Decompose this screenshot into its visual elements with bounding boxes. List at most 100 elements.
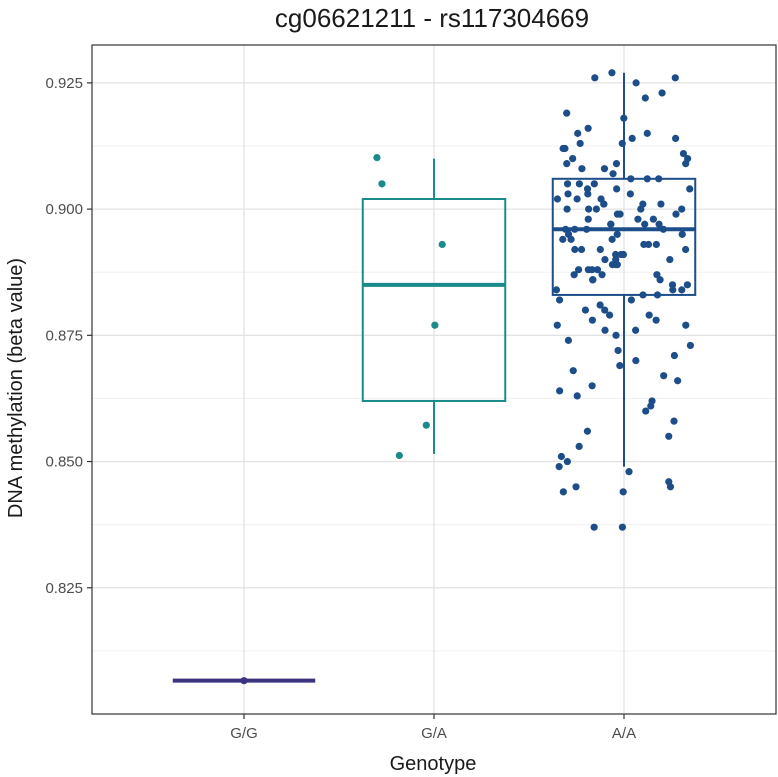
data-point-A/A (612, 250, 620, 259)
data-point-A/A (632, 356, 640, 365)
data-point-A/A (569, 155, 577, 163)
data-point-A/A (666, 483, 675, 491)
data-point-A/A (552, 286, 561, 294)
data-point-A/A (656, 276, 664, 284)
data-point-A/A (645, 311, 653, 319)
data-point-A/A (652, 316, 660, 324)
data-point-A/A (557, 452, 565, 461)
data-point-A/A (588, 276, 597, 284)
data-point-A/A (584, 124, 592, 132)
data-point-A/A (678, 286, 686, 294)
data-point-A/A (640, 240, 648, 249)
data-point-A/A (686, 341, 695, 350)
data-point-G/A (378, 180, 386, 188)
data-point-A/A (564, 190, 572, 198)
data-point-A/A (666, 255, 674, 264)
data-point-A/A (613, 210, 622, 218)
data-point-A/A (671, 134, 680, 143)
data-point-A/A (678, 205, 686, 213)
data-point-A/A (600, 165, 609, 173)
data-point-A/A (647, 402, 655, 410)
y-tick-label: 0.825 (45, 580, 83, 597)
data-point-A/A (561, 144, 569, 153)
data-point-A/A (571, 245, 579, 254)
data-point-A/A (641, 94, 649, 102)
data-point-G/A (431, 321, 439, 329)
data-point-G/A (422, 421, 430, 429)
plot-area: 0.825 0.850 0.875 0.900 0.925 G/G G/A A/A (45, 44, 777, 742)
data-point-G/A (438, 240, 446, 249)
data-point-A/A (590, 180, 598, 188)
y-tick-label: 0.900 (45, 201, 83, 218)
data-point-A/A (616, 362, 624, 370)
data-point-A/A (573, 392, 581, 400)
data-point-A/A (625, 468, 633, 476)
data-point-A/A (628, 134, 636, 143)
data-point-A/A (583, 185, 592, 193)
data-point-A/A (569, 367, 577, 375)
data-point-A/A (581, 306, 590, 314)
data-point-A/A (613, 185, 621, 193)
data-point-A/A (627, 296, 635, 304)
data-point-A/A (574, 266, 583, 274)
data-point-A/A (591, 74, 599, 82)
data-point-A/A (601, 255, 609, 264)
data-point-A/A (686, 185, 694, 193)
data-point-A/A (609, 170, 617, 178)
data-point-A/A (584, 266, 592, 274)
data-point-A/A (574, 129, 582, 137)
data-point-A/A (620, 114, 628, 122)
data-point-A/A (619, 488, 627, 496)
y-axis-title: DNA methylation (beta value) (5, 258, 27, 518)
data-point-A/A (578, 165, 586, 173)
data-point-A/A (655, 175, 663, 183)
data-point-A/A (583, 225, 591, 233)
data-point-A/A (679, 149, 688, 158)
data-point-A/A (577, 245, 586, 254)
data-point-A/A (600, 200, 608, 208)
data-point-A/A (682, 245, 690, 254)
data-point-A/A (570, 271, 578, 279)
data-point-A/A (670, 417, 678, 425)
data-point-A/A (601, 306, 609, 314)
data-point-A/A (659, 225, 667, 233)
data-point-A/A (682, 321, 690, 329)
data-point-A/A (626, 190, 634, 198)
y-tick-label: 0.875 (45, 327, 83, 344)
x-axis-title: Genotype (390, 753, 477, 775)
data-point-A/A (583, 427, 592, 435)
data-point-A/A (563, 180, 572, 188)
data-point-A/A (573, 195, 581, 203)
data-point-A/A (643, 175, 651, 183)
data-point-A/A (605, 311, 614, 319)
x-tick-label-A/A: A/A (612, 725, 636, 742)
box-A/A (551, 177, 697, 296)
data-point-A/A (553, 321, 561, 329)
data-point-A/A (678, 230, 686, 238)
data-point-A/A (634, 215, 642, 223)
data-point-G/A (373, 153, 381, 162)
data-point-A/A (672, 210, 680, 218)
data-point-A/A (571, 225, 579, 233)
data-point-A/A (674, 377, 682, 385)
data-point-A/A (639, 291, 647, 299)
data-point-A/A (607, 220, 615, 228)
data-point-A/A (652, 240, 660, 249)
data-point-A/A (576, 139, 584, 148)
data-point-A/A (669, 286, 677, 294)
data-point-A/A (588, 316, 597, 324)
data-point-A/A (555, 462, 563, 471)
data-point-A/A (657, 200, 665, 208)
data-point-A/A (588, 382, 596, 390)
data-point-G/A (395, 451, 403, 460)
data-point-A/A (592, 205, 600, 213)
data-point-A/A (660, 372, 668, 380)
data-point-A/A (627, 175, 635, 183)
data-point-A/A (682, 160, 690, 168)
data-point-A/A (670, 351, 679, 360)
data-point-A/A (596, 301, 604, 309)
data-point-A/A (596, 245, 604, 254)
data-point-A/A (614, 346, 622, 355)
data-point-A/A (559, 488, 567, 496)
